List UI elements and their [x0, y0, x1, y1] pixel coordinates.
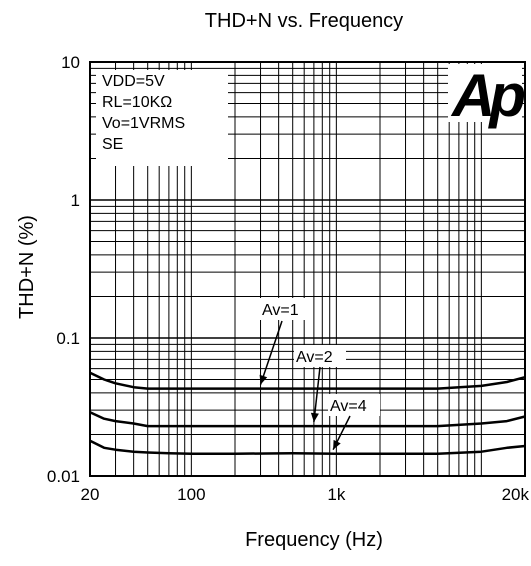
- y-axis-label: THD+N (%): [16, 215, 38, 319]
- series-line-2: [89, 411, 526, 428]
- annotation-arrow-head: [333, 439, 341, 450]
- x-tick-label: 100: [177, 485, 205, 504]
- annotation-arrow-line: [259, 320, 283, 385]
- series-line-3: [89, 439, 526, 455]
- x-tick-label: 20k: [502, 485, 530, 504]
- condition-label: SE: [102, 136, 123, 153]
- annotation-background: [260, 298, 312, 320]
- annotation-label: Av=4: [330, 398, 367, 415]
- annotation-background: [328, 394, 380, 416]
- x-tick-label: 20: [81, 485, 100, 504]
- logo-background: [448, 64, 522, 122]
- condition-label: Vo=1VRMS: [102, 115, 185, 132]
- ap-logo-mark: Ap: [450, 62, 524, 129]
- x-tick-labels: 20 100 1k 20k: [81, 485, 530, 504]
- annotation-label: Av=1: [262, 302, 299, 319]
- chart-title: THD+N vs. Frequency: [205, 10, 403, 32]
- conditions-box: VDD=5V RL=10KΩ Vo=1VRMS SE: [96, 70, 228, 166]
- ap-logo: Ap: [448, 62, 530, 129]
- x-axis-label: Frequency (Hz): [245, 529, 383, 551]
- y-tick-label: 1: [71, 191, 80, 210]
- condition-label: VDD=5V: [102, 73, 165, 90]
- series-lines: [89, 371, 526, 455]
- annotation-arrow-head: [259, 374, 268, 385]
- series-line-1: [89, 371, 526, 390]
- x-tick-label: 1k: [327, 485, 345, 504]
- condition-label: RL=10KΩ: [102, 94, 172, 111]
- y-tick-label: 0.01: [47, 467, 80, 486]
- y-tick-labels: 10 1 0.1 0.01: [47, 53, 80, 486]
- conditions-background: [96, 70, 228, 166]
- annotation-label: Av=2: [296, 349, 333, 366]
- plot-frame: [89, 61, 526, 477]
- plot-border: [89, 61, 526, 477]
- annotation-background: [294, 345, 346, 367]
- annotation-arrow-line: [313, 366, 321, 423]
- y-tick-label: 10: [61, 53, 80, 72]
- y-tick-label: 0.1: [56, 329, 80, 348]
- annotations: Av=1 Av=2 Av=4: [259, 298, 380, 451]
- annotation-arrow-head: [310, 412, 319, 423]
